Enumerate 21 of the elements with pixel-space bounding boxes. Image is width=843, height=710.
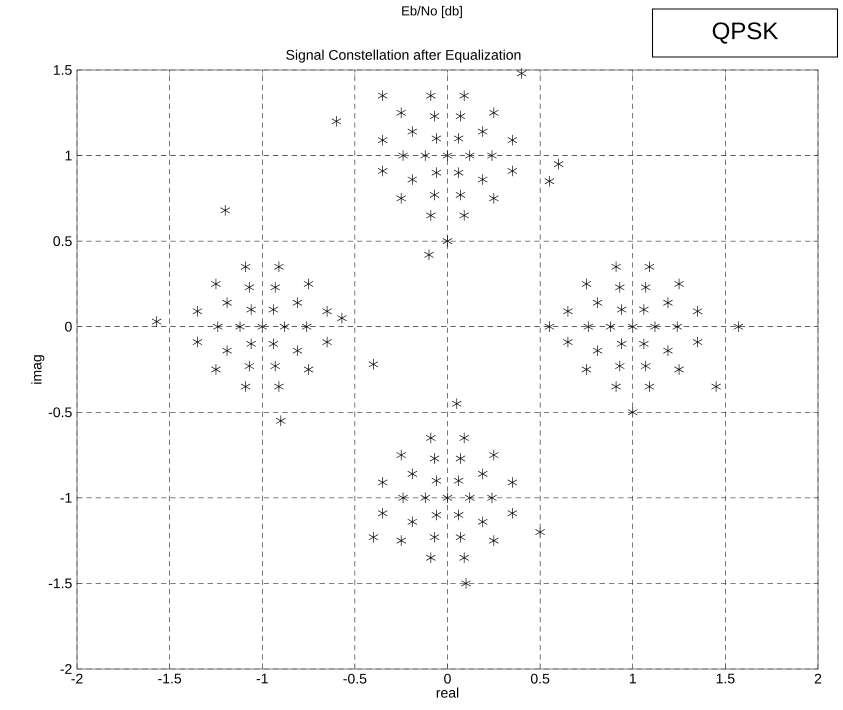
x-axis-title: real — [436, 687, 458, 698]
chart-title: Signal Constellation after Equalization — [286, 50, 520, 63]
x-tick-label: 1 — [630, 674, 636, 684]
text: Eb/No [db] — [402, 6, 462, 18]
x-tick-label: -1.5 — [158, 674, 182, 684]
x-tick-label: 2 — [814, 674, 822, 684]
text: QPSK — [712, 22, 778, 44]
y-tick-label: -1.5 — [48, 578, 72, 588]
y-tick-label: -2 — [60, 664, 72, 674]
x-tick-label: -1 — [256, 674, 268, 684]
x-tick-label: 0.5 — [530, 674, 550, 684]
y-tick-label: 1 — [66, 150, 72, 160]
y-tick-label: 0 — [65, 322, 72, 332]
x-tick-label: 1.5 — [716, 674, 735, 684]
x-tick-label: 0 — [444, 674, 451, 684]
y-tick-label: -0.5 — [48, 407, 72, 418]
x-tick-label: -0.5 — [343, 674, 366, 684]
y-tick-label: 0.5 — [53, 236, 72, 246]
y-tick-label: -1 — [60, 493, 72, 503]
y-axis-title: imag — [31, 355, 44, 384]
y-tick-label: 1.5 — [54, 65, 72, 75]
